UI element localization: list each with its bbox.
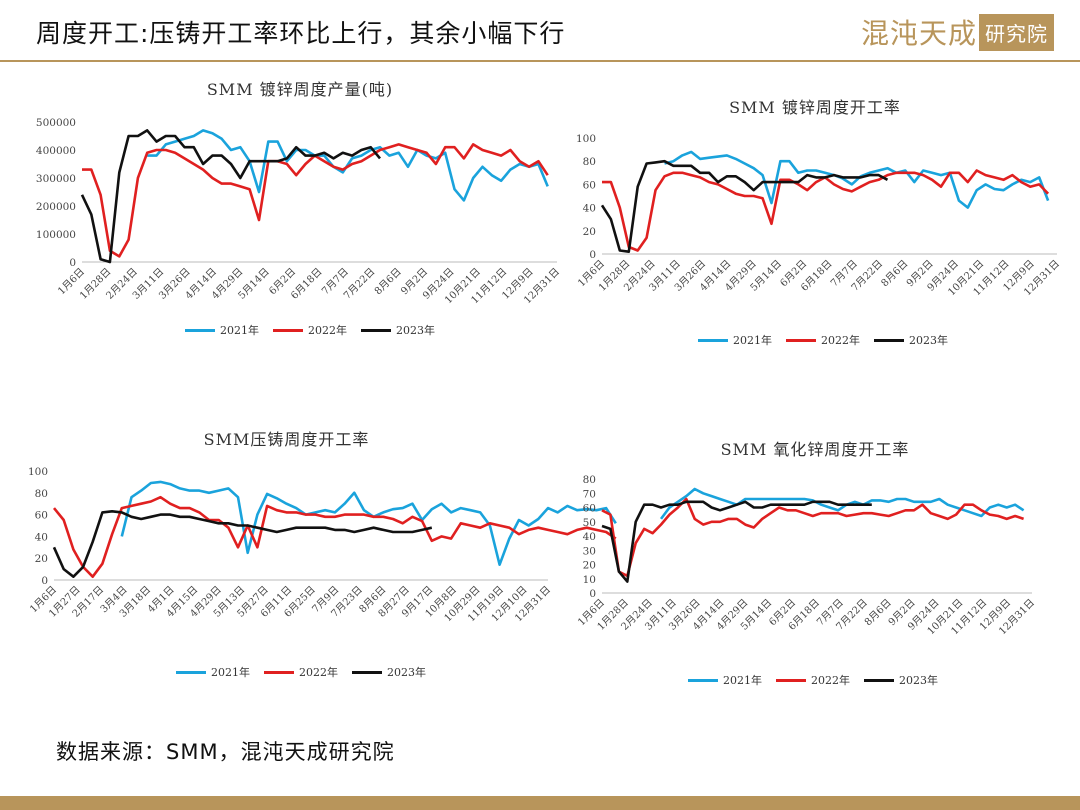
legend-item: 2021年 — [185, 322, 259, 338]
y-tick-label: 0 — [69, 257, 76, 269]
chart-svg: 0204060801001月6日1月28日2月24日3月11日3月26日4月14… — [575, 133, 1062, 298]
legend-swatch — [874, 338, 904, 342]
legend-item: 2022年 — [273, 322, 347, 338]
legend-label: 2022年 — [308, 324, 347, 337]
y-tick-label: 80 — [583, 156, 596, 168]
y-tick-label: 0 — [589, 588, 596, 600]
series-line-2021年 — [664, 150, 1050, 209]
y-tick-label: 400000 — [36, 145, 76, 157]
legend-swatch — [273, 328, 303, 332]
logo-script: 混沌天成 — [860, 17, 977, 50]
legend-item: 2023年 — [352, 664, 426, 680]
chart-legend: 2021年 2022年 2023年 — [688, 672, 938, 688]
legend-label: 2021年 — [723, 674, 762, 687]
page-title: 周度开工:压铸开工率环比上行，其余小幅下行 — [36, 19, 566, 48]
chart-legend: 2021年 2022年 2023年 — [185, 322, 435, 338]
legend-swatch — [688, 678, 718, 682]
series-line-2022年 — [82, 143, 549, 258]
y-tick-label: 0 — [41, 575, 48, 587]
y-tick-label: 40 — [35, 531, 48, 543]
legend-swatch — [176, 670, 206, 674]
y-tick-label: 100 — [28, 466, 48, 478]
legend-label: 2021年 — [220, 324, 259, 337]
series-line-2022年 — [52, 495, 617, 578]
legend-item: 2022年 — [786, 332, 860, 348]
y-tick-label: 30 — [583, 545, 596, 557]
legend-label: 2022年 — [811, 674, 850, 687]
y-tick-label: 20 — [35, 553, 48, 565]
data-source-note: 数据来源：SMM，混沌天成研究院 — [56, 740, 395, 764]
series-line-2022年 — [602, 169, 1050, 252]
legend-swatch — [776, 678, 806, 682]
chart-title: SMM压铸周度开工率 — [203, 430, 370, 449]
chart-galv-output: SMM 镀锌周度产量(吨) 0 100000 200000 300000 400000 5… — [30, 72, 570, 372]
x-tick-label: 8月6日 — [879, 258, 911, 290]
brand-logo: 混沌天成 研究院 — [861, 12, 1054, 52]
legend-swatch — [185, 328, 215, 332]
legend-label: 2023年 — [387, 666, 426, 679]
legend-label: 2022年 — [821, 334, 860, 347]
legend-item: 2021年 — [176, 664, 250, 680]
y-tick-label: 100000 — [36, 229, 76, 241]
series-line-2022年 — [601, 497, 1025, 578]
chart-legend: 2021年 2022年 2023年 — [698, 332, 948, 348]
y-tick-label: 70 — [583, 488, 596, 500]
y-tick-label: 0 — [589, 249, 596, 261]
chart-svg: 0204060801001月6日1月27日2月17日3月4日3月18日4月1日4… — [27, 466, 617, 624]
y-tick-label: 100 — [576, 133, 596, 145]
x-tick-label: 8月6日 — [372, 266, 404, 298]
y-tick-label: 500000 — [36, 117, 76, 129]
chart-svg: 010203040506070801月6日1月28日2月24日3月11日3月26… — [575, 474, 1037, 637]
series-line-2023年 — [52, 510, 433, 578]
legend-swatch — [698, 338, 728, 342]
legend-item: 2023年 — [864, 672, 938, 688]
series-line-2023年 — [600, 159, 889, 253]
y-tick-label: 40 — [583, 531, 596, 543]
chart-svg: 01000002000003000004000005000001月6日1月28日… — [36, 117, 562, 306]
legend-item: 2023年 — [361, 322, 435, 338]
legend-item: 2022年 — [776, 672, 850, 688]
y-tick-label: 200000 — [36, 201, 76, 213]
footer-bar — [0, 796, 1080, 810]
logo-box: 研究院 — [979, 13, 1054, 51]
y-tick-label: 20 — [583, 560, 596, 572]
header-rule — [0, 60, 1080, 62]
chart-title: SMM 氧化锌周度开工率 — [720, 440, 910, 459]
legend-swatch — [864, 678, 894, 682]
legend-item: 2021年 — [698, 332, 772, 348]
series-line-2023年 — [601, 500, 872, 583]
legend-label: 2023年 — [899, 674, 938, 687]
legend-label: 2021年 — [211, 666, 250, 679]
y-tick-label: 60 — [35, 510, 48, 522]
chart-galv-rate: SMM 镀锌周度开工率 0 20 40 60 80 100 1月6日 1月28日 2月24日 3月… — [560, 88, 1070, 358]
y-tick-label: 20 — [583, 226, 596, 238]
legend-label: 2023年 — [909, 334, 948, 347]
chart-legend: 2021年 2022年 2023年 — [176, 664, 426, 680]
y-tick-label: 80 — [35, 488, 48, 500]
legend-label: 2023年 — [396, 324, 435, 337]
legend-swatch — [264, 670, 294, 674]
series-line-2021年 — [120, 480, 617, 566]
y-tick-label: 80 — [583, 474, 596, 486]
legend-label: 2021年 — [733, 334, 772, 347]
legend-swatch — [352, 670, 382, 674]
legend-label: 2022年 — [299, 666, 338, 679]
legend-swatch — [786, 338, 816, 342]
series-line-2023年 — [80, 129, 382, 264]
chart-title: SMM 镀锌周度产量(吨) — [206, 80, 394, 99]
y-tick-label: 40 — [583, 203, 596, 215]
legend-item: 2023年 — [874, 332, 948, 348]
legend-swatch — [361, 328, 391, 332]
y-tick-label: 300000 — [36, 173, 76, 185]
series-line-2021年 — [659, 487, 1025, 520]
legend-item: 2022年 — [264, 664, 338, 680]
y-tick-label: 10 — [583, 574, 596, 586]
legend-item: 2021年 — [688, 672, 762, 688]
y-tick-label: 50 — [583, 517, 596, 529]
y-tick-label: 60 — [583, 179, 596, 191]
chart-die-cast-rate: SMM压铸周度开工率 0 20 40 60 80 100 1月6日 1月27日 2月17日 3月4… — [14, 420, 617, 690]
y-tick-label: 60 — [583, 503, 596, 515]
chart-title: SMM 镀锌周度开工率 — [729, 98, 901, 117]
chart-zinc-oxide-rate: SMM 氧化锌周度开工率 0 10 20 30 40 50 60 70 80 1月6日 1月28日 2… — [560, 430, 1070, 700]
